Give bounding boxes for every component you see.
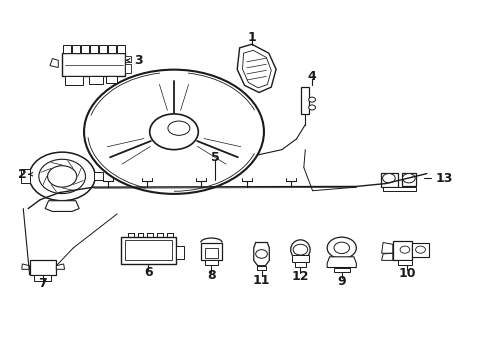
Circle shape (308, 97, 315, 102)
Bar (301, 87, 308, 114)
Bar (401, 173, 415, 186)
Bar (291, 255, 308, 262)
Circle shape (402, 174, 414, 183)
Bar (99, 45, 106, 53)
Text: 6: 6 (143, 266, 152, 279)
Text: 5: 5 (210, 151, 219, 165)
Bar (256, 266, 266, 270)
Circle shape (399, 246, 409, 253)
Polygon shape (22, 264, 30, 269)
Circle shape (149, 114, 198, 150)
Bar (204, 260, 218, 265)
Polygon shape (237, 44, 276, 93)
Bar (64, 76, 83, 85)
Text: 10: 10 (398, 267, 415, 280)
Bar (63, 45, 71, 53)
Ellipse shape (167, 121, 189, 135)
Bar (397, 260, 411, 265)
Bar (392, 241, 411, 260)
Bar (94, 172, 102, 180)
Bar (411, 243, 428, 257)
Circle shape (308, 105, 315, 110)
Bar (21, 168, 30, 183)
Bar (125, 64, 131, 73)
Bar (201, 243, 222, 260)
Bar (90, 45, 98, 53)
Polygon shape (326, 257, 356, 267)
Bar (333, 267, 349, 272)
Bar (120, 237, 176, 264)
Text: 2: 2 (18, 168, 27, 181)
Text: 4: 4 (306, 70, 315, 83)
Bar (81, 45, 89, 53)
Bar (62, 53, 125, 76)
Polygon shape (45, 201, 79, 211)
Text: 11: 11 (252, 274, 270, 287)
Text: 1: 1 (247, 31, 256, 44)
Text: 8: 8 (207, 269, 215, 282)
Circle shape (382, 174, 394, 183)
Bar (294, 262, 305, 267)
Polygon shape (50, 59, 58, 67)
Text: 12: 12 (291, 270, 308, 283)
Bar (125, 56, 131, 62)
Bar (30, 260, 56, 275)
Circle shape (47, 166, 77, 187)
Bar (106, 76, 116, 83)
Text: 13: 13 (435, 172, 452, 185)
Circle shape (29, 152, 95, 201)
Bar (380, 173, 397, 187)
Ellipse shape (290, 240, 309, 260)
Circle shape (326, 237, 356, 258)
Polygon shape (56, 264, 64, 269)
Circle shape (333, 242, 349, 253)
Bar (125, 240, 171, 260)
Bar (72, 45, 80, 53)
Polygon shape (381, 243, 392, 253)
Bar (108, 45, 116, 53)
Circle shape (415, 246, 425, 253)
Bar (176, 246, 184, 258)
Polygon shape (253, 243, 269, 266)
Text: 9: 9 (337, 275, 346, 288)
Polygon shape (381, 253, 392, 260)
Ellipse shape (84, 69, 264, 194)
Bar (117, 45, 124, 53)
Bar (89, 76, 102, 84)
Bar (34, 275, 51, 281)
Bar (382, 187, 415, 192)
Polygon shape (242, 50, 271, 88)
Circle shape (39, 159, 85, 194)
Circle shape (292, 244, 307, 255)
Bar (204, 248, 218, 258)
Text: 3: 3 (134, 54, 142, 67)
Circle shape (255, 249, 267, 258)
Text: 7: 7 (38, 277, 47, 290)
